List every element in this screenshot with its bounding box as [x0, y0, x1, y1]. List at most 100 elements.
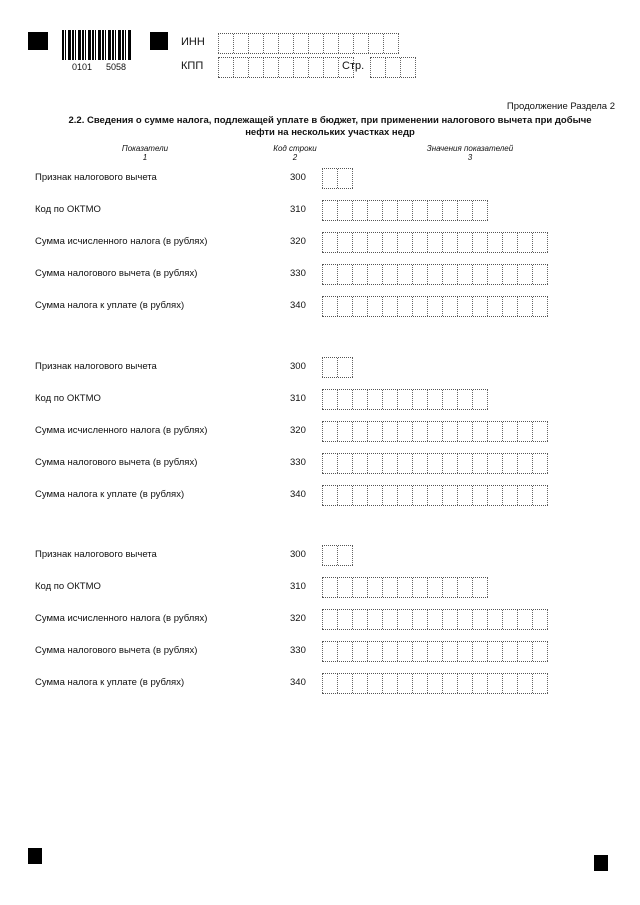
input-cell[interactable] [382, 674, 397, 693]
input-cell[interactable] [322, 201, 337, 220]
input-cell[interactable] [218, 58, 233, 77]
input-cell[interactable] [352, 265, 367, 284]
input-cell[interactable] [457, 297, 472, 316]
input-cell[interactable] [427, 233, 442, 252]
input-cell[interactable] [442, 297, 457, 316]
input-cell[interactable] [502, 297, 517, 316]
input-cell[interactable] [397, 265, 412, 284]
input-cell[interactable] [352, 454, 367, 473]
input-cell[interactable] [308, 58, 323, 77]
input-cell[interactable] [352, 201, 367, 220]
input-cell[interactable] [532, 233, 548, 252]
value-field-340[interactable] [322, 296, 548, 317]
input-cell[interactable] [382, 610, 397, 629]
input-cell[interactable] [293, 58, 308, 77]
input-cell[interactable] [532, 265, 548, 284]
input-cell[interactable] [412, 390, 427, 409]
input-cell[interactable] [502, 642, 517, 661]
input-cell[interactable] [370, 58, 385, 77]
input-cell[interactable] [352, 610, 367, 629]
input-cell[interactable] [337, 201, 352, 220]
input-cell[interactable] [308, 34, 323, 53]
value-field-300[interactable] [322, 545, 353, 566]
input-cell[interactable] [367, 233, 382, 252]
input-cell[interactable] [352, 642, 367, 661]
input-cell[interactable] [517, 610, 532, 629]
input-cell[interactable] [427, 454, 442, 473]
kpp-field[interactable] [218, 57, 354, 78]
input-cell[interactable] [367, 390, 382, 409]
input-cell[interactable] [412, 674, 427, 693]
value-field-330[interactable] [322, 641, 548, 662]
input-cell[interactable] [337, 454, 352, 473]
input-cell[interactable] [367, 642, 382, 661]
input-cell[interactable] [457, 265, 472, 284]
input-cell[interactable] [487, 486, 502, 505]
input-cell[interactable] [532, 642, 548, 661]
input-cell[interactable] [472, 642, 487, 661]
input-cell[interactable] [427, 674, 442, 693]
input-cell[interactable] [367, 297, 382, 316]
input-cell[interactable] [442, 422, 457, 441]
input-cell[interactable] [323, 58, 338, 77]
input-cell[interactable] [472, 578, 488, 597]
input-cell[interactable] [442, 674, 457, 693]
input-cell[interactable] [442, 642, 457, 661]
input-cell[interactable] [382, 486, 397, 505]
input-cell[interactable] [337, 169, 353, 188]
input-cell[interactable] [442, 233, 457, 252]
input-cell[interactable] [322, 297, 337, 316]
input-cell[interactable] [397, 578, 412, 597]
input-cell[interactable] [367, 610, 382, 629]
input-cell[interactable] [412, 610, 427, 629]
input-cell[interactable] [472, 390, 488, 409]
input-cell[interactable] [352, 233, 367, 252]
input-cell[interactable] [457, 201, 472, 220]
input-cell[interactable] [367, 265, 382, 284]
input-cell[interactable] [337, 546, 353, 565]
input-cell[interactable] [337, 422, 352, 441]
input-cell[interactable] [397, 233, 412, 252]
input-cell[interactable] [367, 422, 382, 441]
input-cell[interactable] [352, 390, 367, 409]
input-cell[interactable] [532, 297, 548, 316]
input-cell[interactable] [457, 422, 472, 441]
input-cell[interactable] [502, 454, 517, 473]
input-cell[interactable] [382, 201, 397, 220]
input-cell[interactable] [487, 422, 502, 441]
input-cell[interactable] [337, 297, 352, 316]
input-cell[interactable] [457, 233, 472, 252]
input-cell[interactable] [532, 674, 548, 693]
input-cell[interactable] [263, 58, 278, 77]
input-cell[interactable] [487, 233, 502, 252]
input-cell[interactable] [412, 233, 427, 252]
input-cell[interactable] [427, 642, 442, 661]
input-cell[interactable] [322, 578, 337, 597]
input-cell[interactable] [487, 674, 502, 693]
input-cell[interactable] [517, 454, 532, 473]
input-cell[interactable] [502, 233, 517, 252]
input-cell[interactable] [382, 422, 397, 441]
input-cell[interactable] [352, 674, 367, 693]
input-cell[interactable] [218, 34, 233, 53]
input-cell[interactable] [352, 422, 367, 441]
input-cell[interactable] [412, 454, 427, 473]
input-cell[interactable] [322, 454, 337, 473]
input-cell[interactable] [427, 422, 442, 441]
input-cell[interactable] [472, 422, 487, 441]
input-cell[interactable] [367, 454, 382, 473]
input-cell[interactable] [412, 578, 427, 597]
input-cell[interactable] [397, 454, 412, 473]
input-cell[interactable] [382, 265, 397, 284]
input-cell[interactable] [397, 486, 412, 505]
input-cell[interactable] [517, 233, 532, 252]
input-cell[interactable] [427, 201, 442, 220]
input-cell[interactable] [532, 422, 548, 441]
input-cell[interactable] [382, 454, 397, 473]
input-cell[interactable] [502, 610, 517, 629]
input-cell[interactable] [412, 642, 427, 661]
input-cell[interactable] [457, 454, 472, 473]
input-cell[interactable] [323, 34, 338, 53]
input-cell[interactable] [233, 34, 248, 53]
input-cell[interactable] [367, 578, 382, 597]
